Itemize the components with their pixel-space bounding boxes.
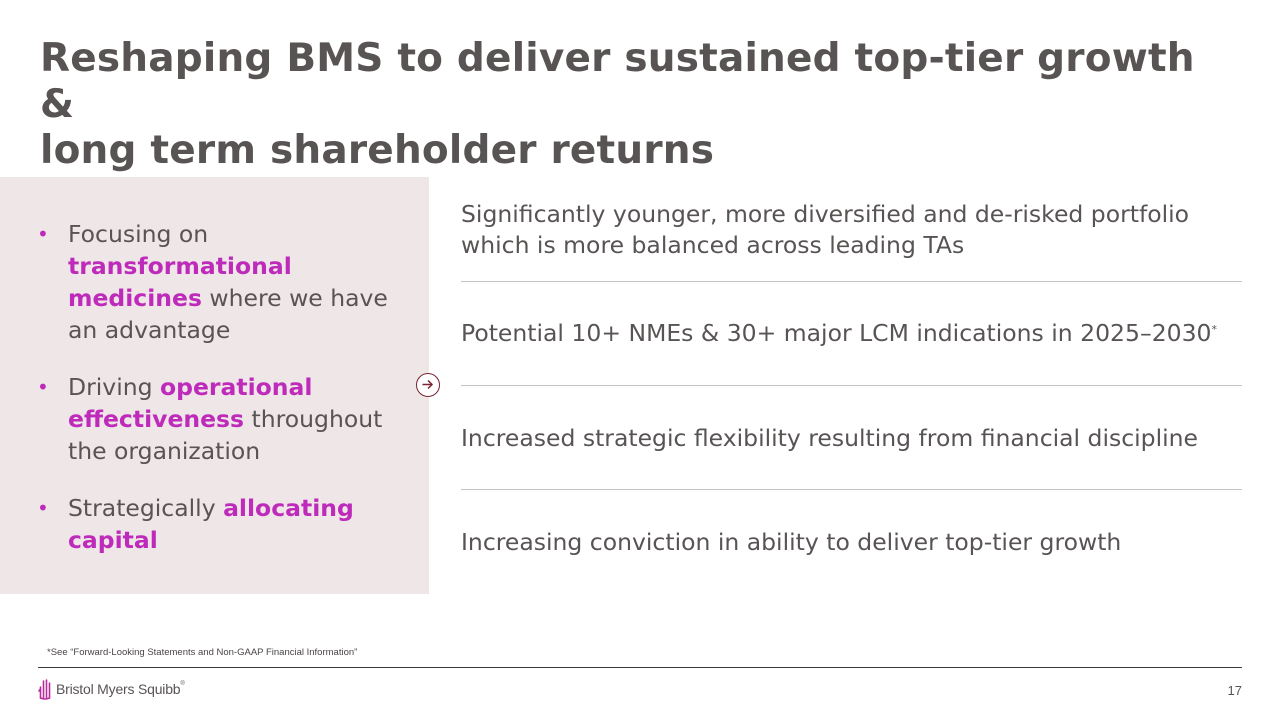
logo-name: Bristol Myers Squibb: [56, 681, 181, 697]
bullet-text: where we have an advantage: [68, 284, 388, 344]
right-item-portfolio: Significantly younger, more diversified …: [461, 200, 1190, 259]
arrow-right-icon: [422, 379, 434, 390]
bullet-text: throughout the organization: [68, 405, 383, 465]
bullet-highlight: transformational medicines: [68, 252, 292, 312]
logo-text: Bristol Myers Squibb®: [56, 681, 185, 697]
bullet-highlight: allocating capital: [68, 494, 354, 554]
bullet-text: Strategically: [68, 494, 224, 522]
slide-title: Reshaping BMS to deliver sustained top-t…: [40, 36, 1220, 174]
divider: [461, 281, 1242, 282]
bullet-item: • Strategically allocating capital: [37, 492, 397, 556]
bullet-list: • Focusing on transformational medicines…: [37, 218, 397, 581]
divider: [461, 489, 1242, 490]
right-item-nmes: Potential 10+ NMEs & 30+ major LCM indic…: [461, 318, 1241, 349]
bullet-item: • Driving operational effectiveness thro…: [37, 371, 397, 467]
footer-divider: [38, 667, 1242, 668]
footnote: *See “Forward-Looking Statements and Non…: [47, 647, 358, 658]
bullet-dot: •: [37, 222, 49, 246]
page-number: 17: [1227, 683, 1242, 698]
left-panel: [0, 177, 429, 594]
company-logo: Bristol Myers Squibb®: [38, 677, 185, 701]
registered-mark: ®: [180, 681, 185, 687]
bullet-text: Focusing on: [68, 220, 209, 248]
bms-hand-logo-icon: [38, 679, 51, 700]
footnote-marker: *: [1211, 323, 1218, 336]
arrow-right-circle-icon: [416, 373, 440, 397]
bullet-text: Driving: [68, 373, 161, 401]
bullet-item: • Focusing on transformational medicines…: [37, 218, 397, 346]
title-line-1: Reshaping BMS to deliver sustained top-t…: [40, 36, 1195, 127]
divider: [461, 385, 1242, 386]
title-line-2: long term shareholder returns: [40, 128, 715, 173]
bullet-dot: •: [37, 375, 49, 399]
right-item-text: Potential 10+ NMEs & 30+ major LCM indic…: [461, 319, 1212, 347]
bullet-dot: •: [37, 496, 49, 520]
right-item-flexibility: Increased strategic flexibility resultin…: [461, 424, 1199, 452]
bullet-highlight: operational effectiveness: [68, 373, 313, 433]
right-item-conviction: Increasing conviction in ability to deli…: [461, 528, 1122, 556]
